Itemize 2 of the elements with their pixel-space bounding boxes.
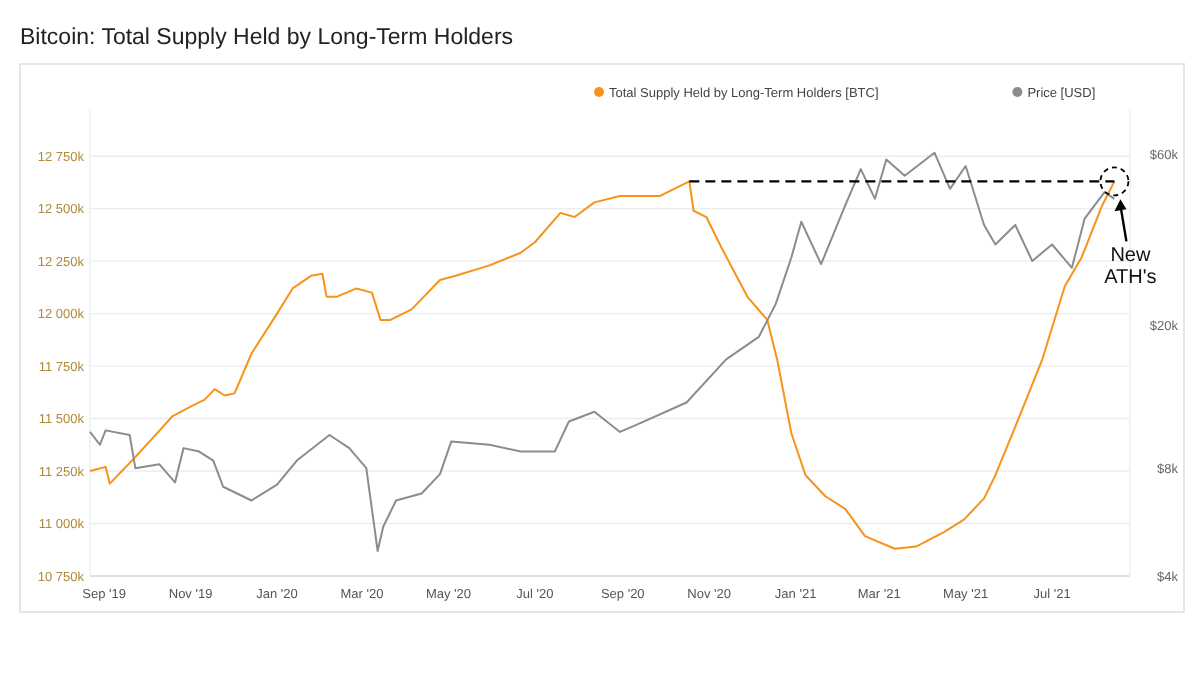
chart-title: Bitcoin: Total Supply Held by Long-Term Holders xyxy=(20,26,514,50)
annotation: New ATH's xyxy=(1104,245,1157,290)
